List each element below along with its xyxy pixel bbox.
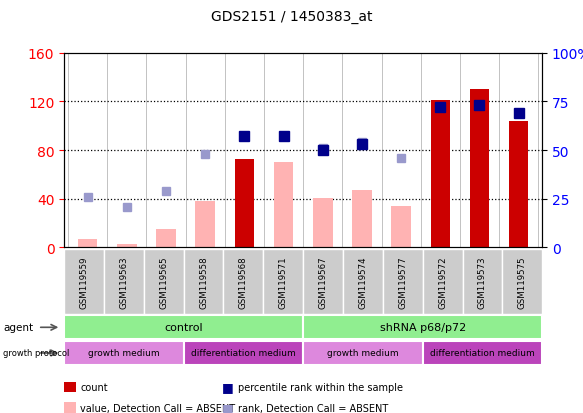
Text: GSM119571: GSM119571 bbox=[279, 256, 288, 308]
Bar bbox=[430, 101, 450, 248]
Bar bbox=[234, 159, 254, 248]
Text: GSM119565: GSM119565 bbox=[159, 256, 168, 308]
Text: ■: ■ bbox=[222, 380, 233, 394]
Bar bbox=[78, 239, 97, 248]
Text: growth medium: growth medium bbox=[327, 349, 399, 358]
Text: ■: ■ bbox=[222, 401, 233, 413]
Text: differentiation medium: differentiation medium bbox=[191, 349, 296, 358]
Bar bbox=[156, 230, 176, 248]
Bar bbox=[509, 121, 528, 248]
Text: GSM119575: GSM119575 bbox=[518, 256, 527, 308]
Text: GSM119572: GSM119572 bbox=[438, 256, 447, 308]
Text: GSM119568: GSM119568 bbox=[239, 256, 248, 308]
Text: count: count bbox=[80, 382, 108, 392]
Text: GSM119577: GSM119577 bbox=[398, 256, 408, 308]
Text: GSM119558: GSM119558 bbox=[199, 256, 208, 308]
Text: percentile rank within the sample: percentile rank within the sample bbox=[238, 382, 403, 392]
Text: GSM119574: GSM119574 bbox=[359, 256, 367, 308]
Bar bbox=[470, 90, 489, 248]
Text: value, Detection Call = ABSENT: value, Detection Call = ABSENT bbox=[80, 403, 236, 413]
Bar bbox=[313, 198, 332, 248]
Text: differentiation medium: differentiation medium bbox=[430, 349, 535, 358]
Text: agent: agent bbox=[3, 323, 33, 332]
Bar bbox=[352, 191, 372, 248]
Text: control: control bbox=[164, 323, 203, 332]
Text: rank, Detection Call = ABSENT: rank, Detection Call = ABSENT bbox=[238, 403, 388, 413]
Text: GSM119559: GSM119559 bbox=[79, 256, 89, 308]
Text: shRNA p68/p72: shRNA p68/p72 bbox=[380, 323, 466, 332]
Text: growth protocol: growth protocol bbox=[3, 349, 69, 358]
Bar bbox=[117, 244, 136, 248]
Text: GDS2151 / 1450383_at: GDS2151 / 1450383_at bbox=[210, 10, 373, 24]
Text: growth medium: growth medium bbox=[88, 349, 160, 358]
Bar bbox=[391, 206, 411, 248]
Text: GSM119563: GSM119563 bbox=[120, 256, 128, 308]
Bar bbox=[274, 163, 293, 248]
Bar bbox=[195, 202, 215, 248]
Text: GSM119567: GSM119567 bbox=[318, 256, 328, 308]
Text: GSM119573: GSM119573 bbox=[478, 256, 487, 308]
